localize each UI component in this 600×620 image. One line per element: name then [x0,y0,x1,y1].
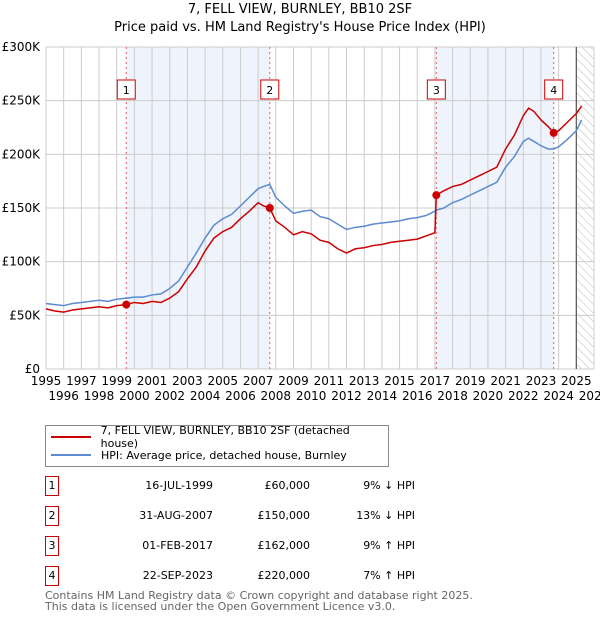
transaction-date: 01-FEB-2017 [142,539,213,552]
x-tick-label: 2017 [420,374,451,388]
x-tick-label: 2011 [314,374,345,388]
transaction-date: 16-JUL-1999 [145,479,213,492]
x-tick-label: 1998 [84,389,115,403]
footer-licence: This data is licensed under the Open Gov… [45,600,396,613]
x-tick-label: 2006 [225,389,256,403]
y-tick-label: £0 [25,362,40,376]
transaction-number: 3 [45,536,59,556]
transaction-price: £162,000 [257,539,311,552]
legend-swatch-red [51,436,91,438]
y-tick-label: £200K [2,147,42,161]
x-tick-label: 2015 [384,374,415,388]
x-tick-label: 1999 [101,374,132,388]
transaction-price: £150,000 [257,509,311,522]
sale-marker-box [260,79,280,100]
legend-swatch-blue [51,454,91,456]
x-tick-label: 2018 [437,389,468,403]
property-price-line [45,105,583,313]
x-tick-label: 2023 [526,374,557,388]
transaction-row: 3 01-FEB-2017 £162,000 9% ↑ HPI [45,536,445,556]
y-tick-label: £250K [2,94,42,108]
x-tick-label: 2016 [402,389,433,403]
y-tick-label: £150K [2,201,42,215]
transaction-price: £60,000 [264,479,311,492]
x-tick-label: 2009 [278,374,309,388]
x-tick-label: 1996 [48,389,79,403]
transaction-date: 22-SEP-2023 [142,569,213,582]
x-tick-label: 2005 [208,374,239,388]
y-tick-label: £50K [9,308,41,322]
x-tick-label: 2022 [508,389,539,403]
x-tick-label: 2002 [154,389,185,403]
x-tick-label: 2007 [243,374,274,388]
legend-label: HPI: Average price, detached house, Burn… [101,448,347,462]
x-tick-label: 2012 [331,389,362,403]
y-tick-label: £100K [2,255,42,269]
x-tick-label: 2003 [172,374,203,388]
price-chart: 1995199619971998199920002001200220032004… [2,40,600,403]
sale-marker-label: 2 [266,84,273,97]
x-tick-label: 1995 [31,374,62,388]
x-tick-label: 2024 [543,389,574,403]
sale-point [265,204,274,212]
sale-point [122,300,131,309]
x-tick-label: 2000 [119,389,150,403]
legend-item-property: 7, FELL VIEW, BURNLEY, BB10 2SF (detache… [51,424,388,450]
sale-point [432,191,441,200]
x-tick-label: 2004 [190,389,221,403]
y-tick-label: £300K [2,40,42,54]
sale-marker-box [544,79,564,100]
transaction-number: 2 [45,506,59,526]
transaction-hpi-diff: 9% ↑ HPI [363,539,415,552]
transaction-date: 31-AUG-2007 [139,509,213,522]
legend-label: 7, FELL VIEW, BURNLEY, BB10 2SF (detache… [100,424,350,450]
sale-marker-label: 4 [550,84,557,97]
x-tick-label: 2019 [455,374,486,388]
x-tick-label: 2001 [137,374,168,388]
hpi-line [45,119,583,307]
x-tick-label: 2013 [349,374,380,388]
transaction-number: 1 [45,476,59,496]
sale-marker-box [426,79,446,100]
sale-marker-label: 3 [433,84,440,97]
chart-subtitle: Price paid vs. HM Land Registry's House … [114,20,486,35]
x-tick-label: 2014 [367,389,398,403]
x-tick-label: 2026 [579,389,600,403]
transaction-row: 4 22-SEP-2023 £220,000 7% ↑ HPI [45,566,445,586]
transaction-number: 4 [45,566,59,586]
sale-marker-label: 1 [123,84,130,97]
x-tick-label: 2010 [296,389,327,403]
transaction-row: 1 16-JUL-1999 £60,000 9% ↓ HPI [45,476,445,496]
transaction-row: 2 31-AUG-2007 £150,000 13% ↓ HPI [45,506,445,526]
legend: 7, FELL VIEW, BURNLEY, BB10 2SF (detache… [45,424,389,467]
x-tick-label: 2008 [261,389,292,403]
transaction-hpi-diff: 9% ↓ HPI [363,479,415,492]
x-tick-label: 2021 [490,374,521,388]
chart-title: 7, FELL VIEW, BURNLEY, BB10 2SF [187,2,413,17]
x-tick-label: 2025 [561,374,592,388]
transaction-hpi-diff: 13% ↓ HPI [356,509,415,522]
sale-point [549,128,558,137]
footer: Contains HM Land Registry data © Crown c… [45,590,473,612]
sale-marker-box [116,79,136,100]
legend-item-hpi: HPI: Average price, detached house, Burn… [51,447,347,463]
transaction-hpi-diff: 7% ↑ HPI [363,569,415,582]
x-tick-label: 2020 [473,389,504,403]
transaction-price: £220,000 [257,569,311,582]
footer-copyright: Contains HM Land Registry data © Crown c… [45,589,473,602]
x-tick-label: 1997 [66,374,97,388]
